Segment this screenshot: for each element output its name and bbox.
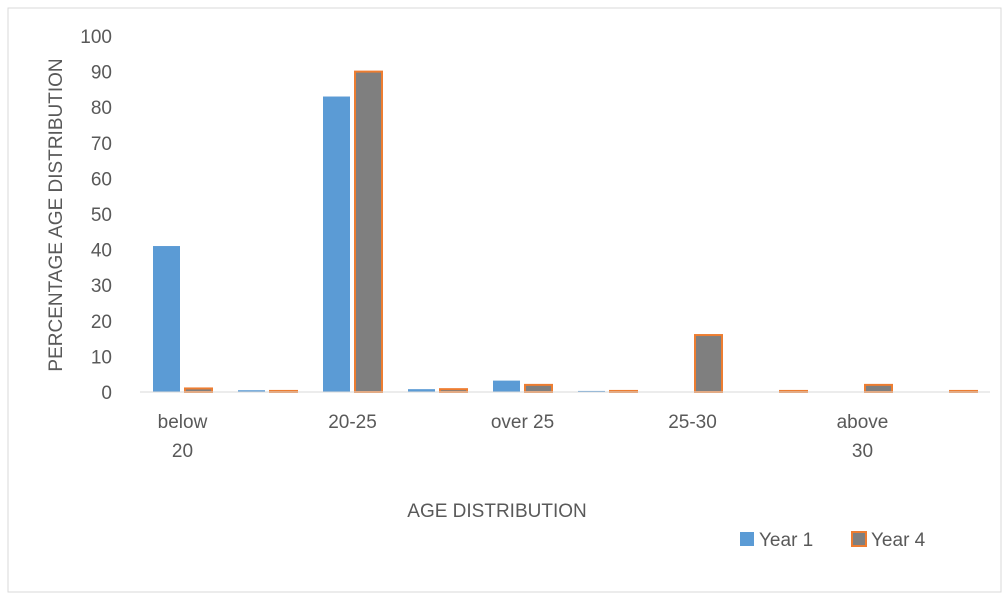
legend-swatch-year-4	[851, 531, 867, 547]
y-tick-label: 60	[91, 169, 112, 190]
chart-border	[7, 7, 1002, 593]
bar-year-1	[153, 246, 180, 392]
bar-year-4	[524, 383, 553, 394]
bar-year-4	[184, 387, 213, 394]
x-tick-label: above 30	[837, 412, 889, 462]
y-tick-label: 20	[91, 312, 112, 333]
x-axis-ticks: below 20 20-25 over 25 25-30 above 30	[158, 412, 889, 462]
bar-year-4	[354, 70, 383, 393]
bar-year-1	[238, 390, 265, 392]
bars	[153, 70, 978, 394]
x-tick-label: below 20	[158, 412, 208, 462]
bar-year-4	[694, 334, 723, 394]
y-tick-label: 40	[91, 241, 112, 262]
y-axis-title: PERCENTAGE AGE DISTRIBUTION	[46, 58, 67, 371]
y-tick-label: 50	[91, 205, 112, 226]
y-tick-label: 70	[91, 134, 112, 155]
legend-swatch-year-1	[740, 532, 754, 546]
legend: Year 1 Year 4	[740, 530, 926, 551]
bar-year-1	[323, 96, 350, 393]
x-tick-label: over 25	[491, 412, 554, 433]
y-axis-ticks: 0 10 20 30 40 50 60 70 80 90 100	[80, 27, 112, 404]
bar-year-1	[493, 380, 520, 392]
bar-year-1	[408, 389, 435, 392]
x-tick-label: 25-30	[668, 412, 717, 433]
y-tick-label: 100	[80, 27, 112, 48]
y-tick-label: 30	[91, 276, 112, 297]
legend-label: Year 1	[759, 530, 813, 551]
x-tick-label: 20-25	[328, 412, 377, 433]
y-tick-label: 80	[91, 98, 112, 119]
bar-year-1	[578, 390, 605, 392]
y-tick-label: 10	[91, 347, 112, 368]
y-tick-label: 90	[91, 63, 112, 84]
bar-year-4	[864, 383, 893, 394]
x-axis-title: AGE DISTRIBUTION	[407, 501, 586, 522]
y-tick-label: 0	[101, 383, 112, 404]
legend-label: Year 4	[871, 530, 926, 551]
